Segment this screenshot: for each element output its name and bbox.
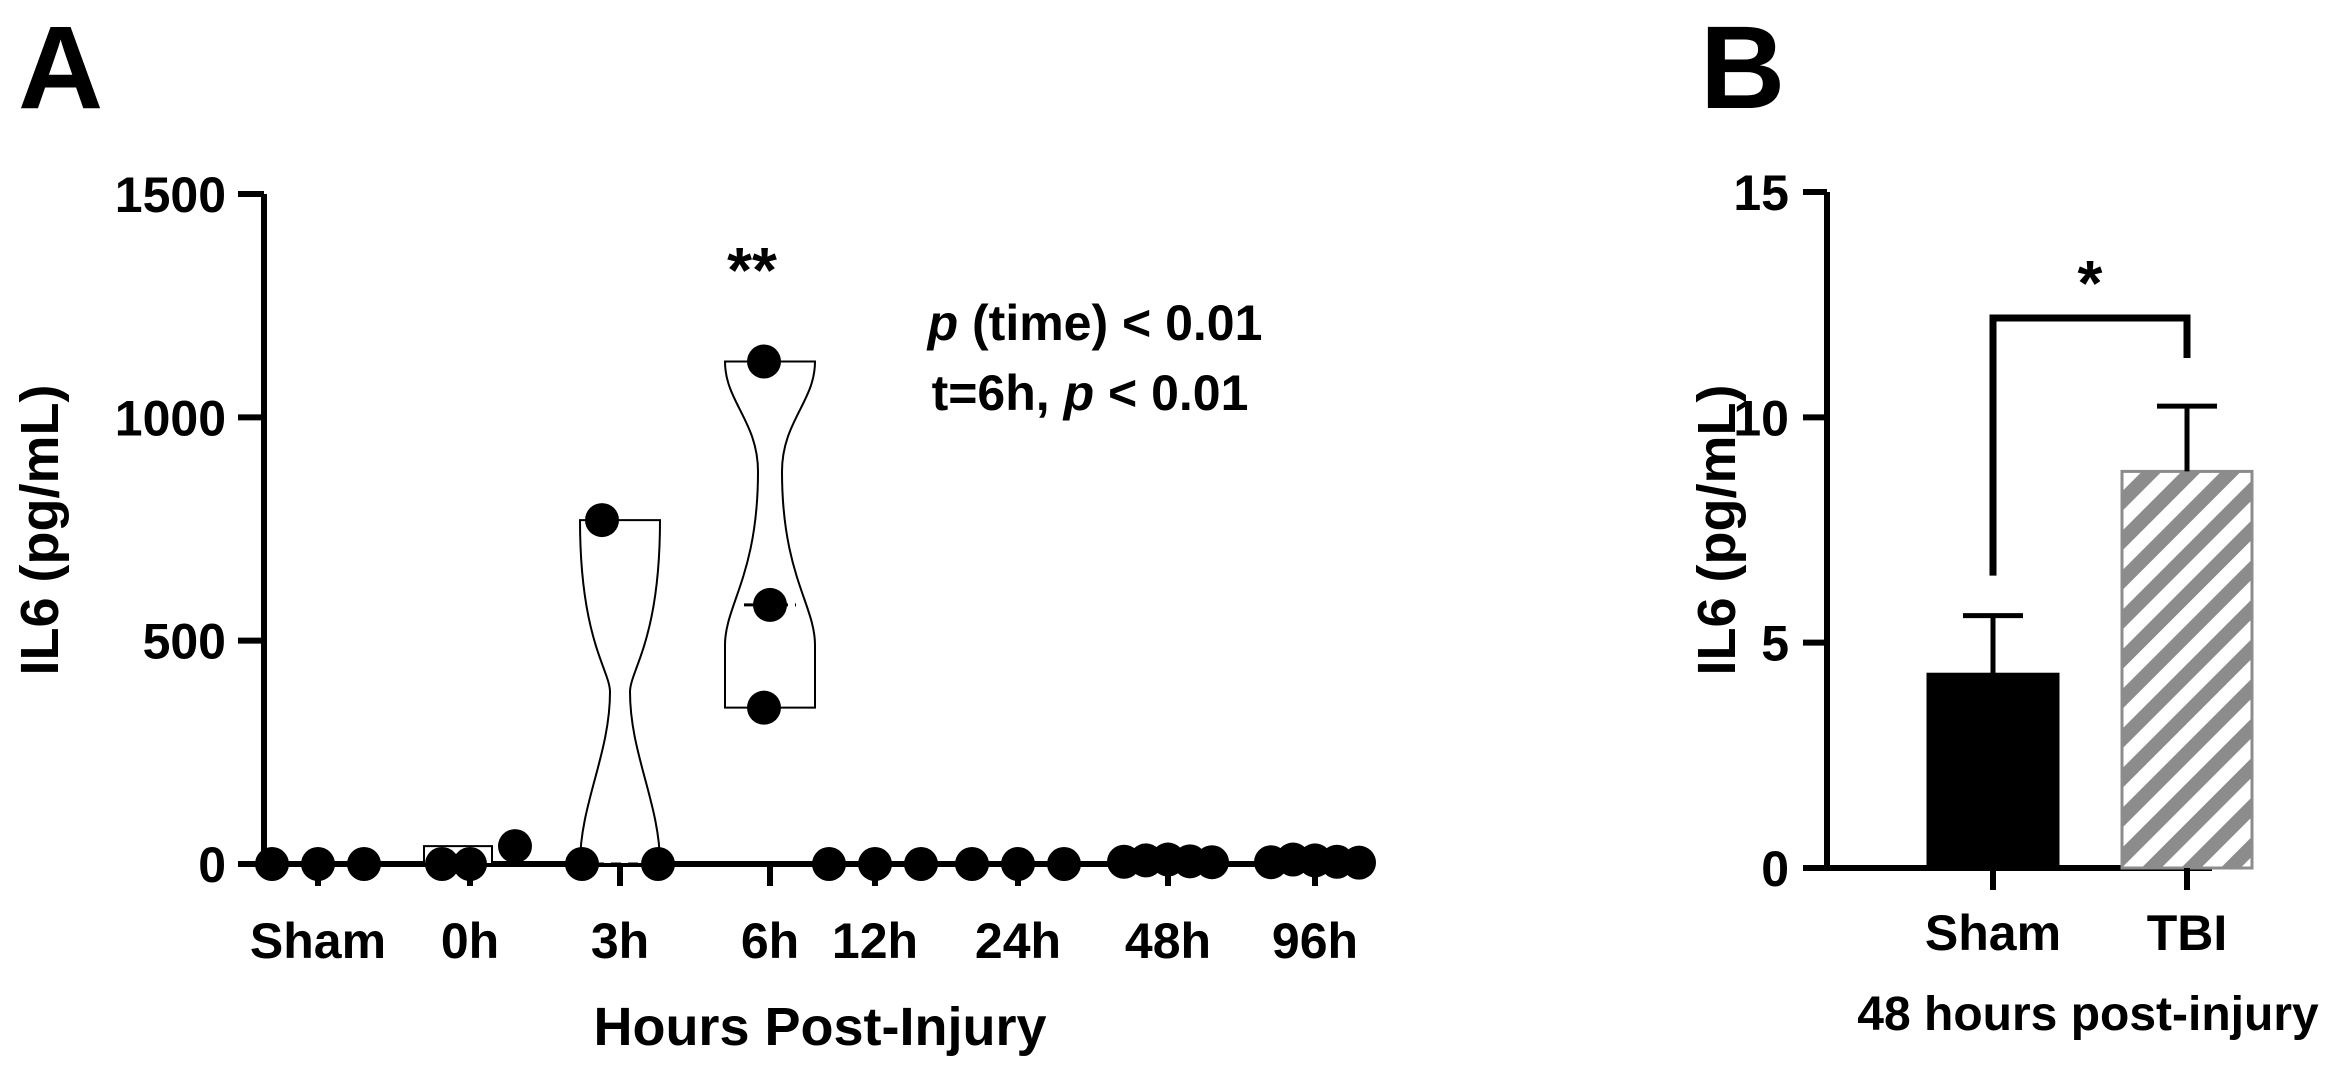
x-axis-title: Hours Post-Injury	[593, 997, 1046, 1057]
data-point-6h	[747, 344, 781, 379]
data-point-3h	[565, 847, 599, 881]
violin-3h	[578, 519, 662, 865]
data-point-48h	[1195, 845, 1229, 880]
data-point-0h	[425, 847, 459, 881]
bar-sham	[1926, 672, 2060, 870]
y-tick-label: 0	[198, 837, 226, 893]
x-tick-label: 0h	[441, 913, 499, 969]
time-p-value-annotation: p (time) < 0.01	[926, 295, 1263, 351]
data-point-24h	[1047, 847, 1081, 881]
violin-6h	[723, 360, 817, 709]
data-point-12h	[812, 847, 846, 881]
6h-p-value-annotation: t=6h, p < 0.01	[932, 365, 1249, 421]
x-tick-label: 96h	[1272, 913, 1358, 969]
bar-tbi	[2120, 469, 2254, 870]
data-point-3h	[641, 847, 675, 881]
data-point-24h	[1001, 847, 1035, 881]
y-axis-title: IL6 (pg/mL)	[10, 385, 70, 676]
x-tick-label: Sham	[1925, 905, 2061, 961]
x-axis-title: 48 hours post-injury	[1857, 988, 2319, 1041]
data-point-96h	[1342, 845, 1376, 880]
data-point-Sham	[255, 847, 289, 881]
data-point-12h	[904, 847, 938, 881]
x-tick-label: 24h	[975, 913, 1061, 969]
x-tick-label: 48h	[1125, 913, 1211, 969]
x-tick-label: 3h	[591, 913, 649, 969]
y-tick-label: 15	[1733, 165, 1789, 221]
x-tick-label: Sham	[250, 913, 386, 969]
data-point-12h	[858, 847, 892, 881]
data-point-3h	[585, 503, 619, 538]
significance-marker: *	[2078, 247, 2103, 319]
x-tick-label: 6h	[741, 913, 799, 969]
panel-a-letter: A	[18, 2, 103, 134]
panel-b: B 0 5 10 15 Sham TBI * 48 hours post-injury IL6 …	[1687, 2, 2319, 1041]
data-point-0h	[498, 829, 532, 864]
significance-marker: **	[727, 234, 777, 306]
y-tick-label: 1000	[115, 390, 226, 446]
panel-b-letter: B	[1700, 2, 1785, 134]
data-point-Sham	[347, 847, 381, 881]
significance-bracket	[1989, 314, 2191, 576]
y-tick-label: 10	[1733, 390, 1789, 446]
panel-a: A p (time) < 0.01 t=6h, p < 0.01 0 500 100…	[10, 2, 1376, 1057]
y-tick-label: 500	[143, 614, 226, 670]
data-point-Sham	[301, 847, 335, 881]
y-axis-title: IL6 (pg/mL)	[1687, 385, 1747, 676]
data-point-24h	[955, 847, 989, 881]
x-tick-label: 12h	[832, 913, 918, 969]
y-tick-label: 1500	[115, 167, 226, 223]
x-tick-label: TBI	[2147, 905, 2228, 961]
y-tick-label: 0	[1761, 841, 1789, 897]
data-point-0h	[453, 847, 487, 881]
data-point-6h	[747, 690, 781, 725]
y-tick-label: 5	[1761, 616, 1789, 672]
data-point-6h	[753, 587, 787, 622]
